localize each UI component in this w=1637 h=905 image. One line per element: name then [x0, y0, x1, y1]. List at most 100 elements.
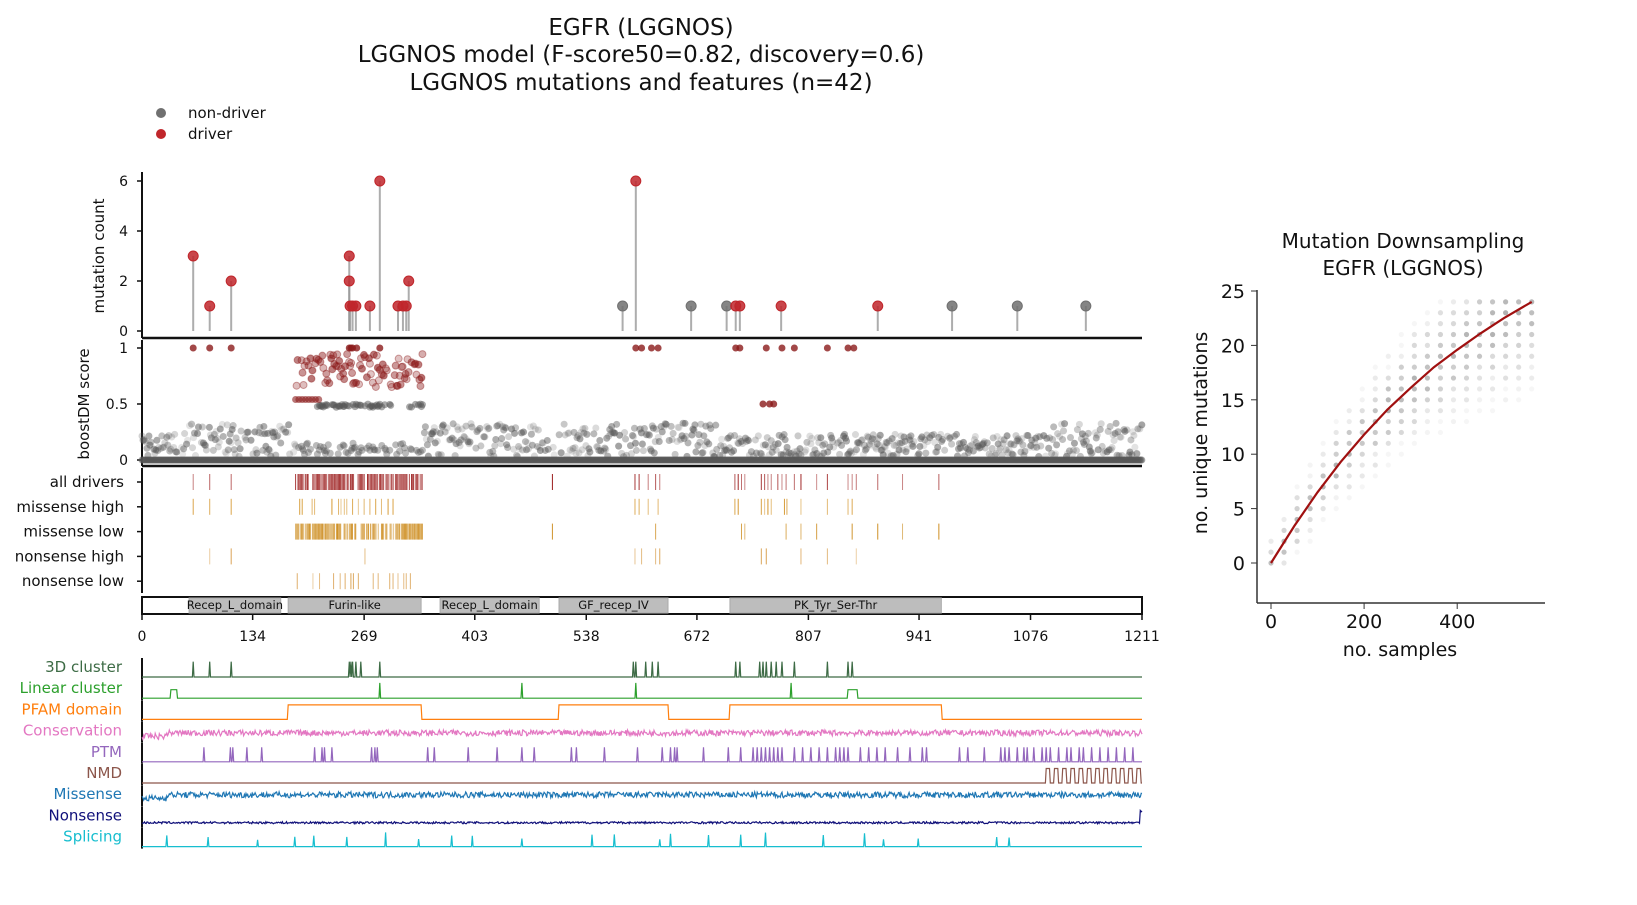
boostdm-point	[1097, 420, 1105, 428]
boostdm-point	[273, 433, 281, 441]
boostdm-point	[564, 429, 572, 437]
boostdm-point	[1046, 434, 1054, 442]
downsampling-point	[1424, 353, 1431, 359]
boostdm-point-driver	[375, 365, 384, 374]
boostdm-point	[153, 436, 161, 444]
boostdm-point	[1061, 420, 1069, 428]
boostdm-point	[292, 442, 300, 450]
boostdm-point	[412, 446, 420, 454]
downsampling-point	[1385, 451, 1391, 457]
boostdm-point	[692, 448, 700, 456]
protein-bar	[141, 596, 1143, 615]
boostdm-point	[387, 401, 395, 409]
boostdm-point	[731, 432, 739, 440]
downsampling-point	[1333, 484, 1339, 490]
boostdm-point	[723, 446, 731, 454]
boostdm-point	[480, 433, 488, 441]
boostdm-point	[434, 450, 442, 458]
title-line-1: EGFR (LGGNOS)	[548, 15, 733, 41]
downsampling-point	[1463, 408, 1470, 414]
boostdm-point	[697, 420, 705, 428]
track-label: Linear cluster	[20, 679, 123, 697]
boostdm-point	[988, 445, 996, 453]
boostdm-point	[684, 439, 692, 447]
boostdm-point	[557, 449, 565, 457]
lollipop-head-driver	[400, 300, 412, 312]
boostdm-point	[928, 431, 936, 439]
boostdm-point	[164, 441, 172, 449]
boostdm-point	[460, 433, 468, 441]
downsampling-point	[1385, 353, 1391, 359]
boostdm-point	[449, 420, 457, 428]
boostdm-point	[847, 447, 855, 455]
downsampling-point	[1320, 495, 1326, 501]
y-tick-label: 0	[1233, 553, 1245, 575]
boostdm-point-driver	[398, 362, 407, 371]
boostdm-point	[286, 450, 294, 458]
boostdm-point	[354, 450, 362, 458]
boostdm-point	[1016, 438, 1024, 446]
boostdm-point	[713, 445, 721, 453]
boostdm-point	[256, 423, 264, 431]
downsampling-point	[1476, 353, 1483, 359]
boostdm-point	[396, 447, 404, 455]
boostdm-point	[428, 430, 436, 438]
y-tick-label: 1	[119, 341, 128, 357]
downsampling-point	[1424, 310, 1431, 316]
boostdm-point	[941, 446, 949, 454]
boostdm-point	[813, 450, 821, 458]
boostdm-point-driver	[353, 344, 361, 352]
downsampling-point	[1294, 506, 1300, 512]
boostdm-point	[206, 431, 214, 439]
downsampling-point	[1463, 310, 1470, 316]
boostdm-point	[383, 450, 391, 458]
boostdm-point	[231, 450, 239, 458]
boostdm-point	[922, 449, 930, 457]
boostdm-point	[1070, 439, 1078, 447]
downsampling-point	[1359, 418, 1365, 425]
boostdm-point	[701, 442, 709, 450]
downsampling-point	[1281, 516, 1287, 523]
boostdm-point	[665, 437, 673, 445]
boostdm-point	[473, 428, 481, 436]
boostdm-point	[1053, 441, 1061, 449]
boostdm-point	[830, 443, 838, 451]
boostdm-point	[654, 433, 662, 441]
boostdm-point	[855, 440, 863, 448]
boostdm-point	[903, 445, 911, 453]
downsampling-point	[1346, 418, 1352, 425]
x-tick-label: 0	[138, 629, 147, 645]
boostdm-point	[1052, 450, 1060, 458]
downsampling-point	[1385, 375, 1391, 381]
boostdm-point	[320, 447, 328, 455]
boostdm-point	[629, 432, 637, 440]
boostdm-point	[184, 436, 192, 444]
boostdm-point	[644, 430, 652, 438]
boostdm-point	[575, 449, 583, 457]
boostdm-point	[1084, 429, 1092, 437]
boostdm-point	[1054, 430, 1062, 438]
boostdm-point	[629, 432, 637, 440]
lollipop-head-non-driver	[1080, 300, 1092, 312]
boostdm-point-driver	[844, 344, 852, 352]
boostdm-point	[712, 421, 720, 429]
boostdm-point	[251, 428, 259, 436]
lollipop-head-non-driver	[1011, 300, 1023, 312]
boostdm-point	[1092, 434, 1100, 442]
boostdm-point	[778, 433, 786, 441]
boostdm-point	[796, 445, 804, 453]
boostdm-point	[1088, 449, 1096, 457]
boostdm-point	[526, 423, 534, 431]
downsampling-point	[1359, 440, 1365, 446]
boostdm-point	[173, 448, 181, 456]
downsampling-point	[1450, 321, 1457, 327]
downsampling-point	[1529, 321, 1535, 327]
boostdm-point	[1108, 444, 1116, 452]
boostdm-point	[926, 434, 934, 442]
boostdm-point	[510, 445, 518, 453]
downsampling-point	[1503, 310, 1509, 316]
downsampling-point	[1437, 418, 1444, 425]
boostdm-point-driver	[366, 370, 375, 379]
boostdm-point	[1014, 435, 1022, 443]
boostdm-point-driver	[318, 351, 327, 360]
